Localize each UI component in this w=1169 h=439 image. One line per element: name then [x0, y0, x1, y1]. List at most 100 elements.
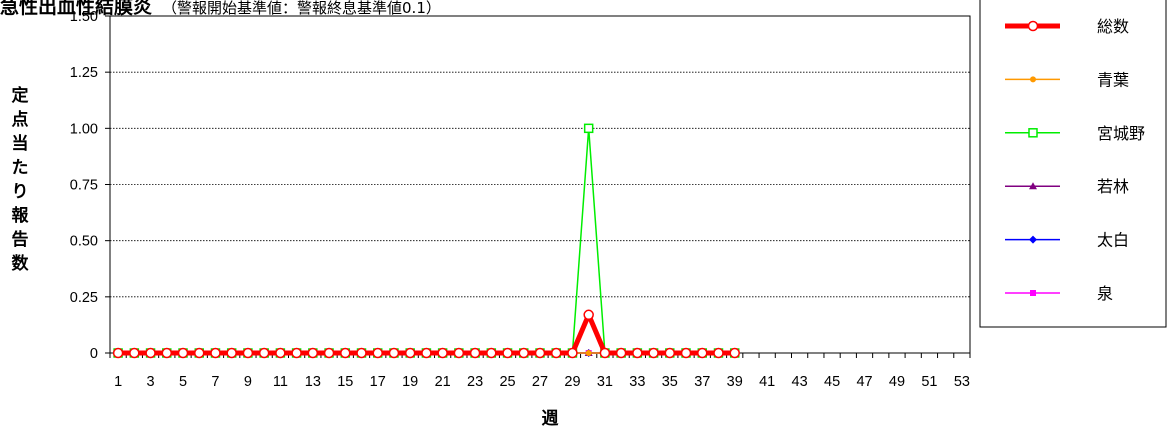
- data-point: [323, 347, 335, 359]
- legend-marker: [1029, 182, 1037, 190]
- y-axis-label: 定点当たり報告数: [11, 86, 29, 274]
- legend-item: 太白: [1005, 231, 1129, 250]
- data-point: [567, 347, 578, 359]
- y-tick-label: 1.00: [70, 121, 98, 137]
- data-point: [388, 347, 400, 359]
- x-tick-label: 53: [954, 374, 970, 390]
- legend-box: [979, 0, 1167, 328]
- legend-marker: [1027, 20, 1039, 32]
- data-point: [583, 123, 594, 134]
- x-tick-label: 7: [211, 374, 219, 390]
- legend-marker: [1030, 290, 1036, 296]
- data-point: [340, 347, 351, 359]
- x-tick-label: 13: [305, 374, 321, 390]
- data-point: [632, 347, 643, 359]
- legend-label: 若林: [1097, 177, 1129, 196]
- data-point: [648, 347, 659, 359]
- x-tick-label: 9: [244, 374, 252, 390]
- x-tick-label: 51: [921, 374, 937, 390]
- x-tick-label: 23: [467, 374, 483, 390]
- x-tick-label: 3: [147, 374, 155, 390]
- data-point: [486, 347, 497, 359]
- data-point: [437, 347, 448, 359]
- data-point: [585, 350, 592, 356]
- data-point: [161, 347, 173, 359]
- gridlines: [110, 71, 970, 298]
- x-tick-label: 45: [824, 374, 840, 390]
- data-point: [210, 347, 221, 359]
- data-point: [550, 347, 562, 359]
- x-tick-label: 43: [792, 374, 808, 390]
- legend-marker: [1028, 128, 1038, 138]
- series-group: [112, 123, 740, 359]
- data-point: [275, 347, 286, 359]
- data-point: [226, 347, 237, 359]
- data-point: [145, 347, 156, 359]
- data-point: [242, 347, 254, 359]
- legend-label: 総数: [1097, 17, 1129, 36]
- legend-label: 青葉: [1097, 70, 1129, 89]
- y-tick-label: 0.50: [70, 234, 98, 250]
- y-tick-label: 1.50: [70, 9, 98, 25]
- x-tick-label: 31: [597, 374, 613, 390]
- x-tick-label: 37: [694, 374, 710, 390]
- data-point: [680, 347, 692, 359]
- chart-title-row: 急性出血性結膜炎 （警報開始基準値：警報終息基準値0.1）: [0, 0, 441, 19]
- y-tick-label: 0.25: [70, 290, 98, 306]
- x-tick-label: 27: [532, 374, 548, 390]
- data-point: [502, 347, 513, 359]
- x-tick-label: 49: [889, 374, 905, 390]
- x-tick-label: 33: [629, 374, 645, 390]
- legend-marker: [1030, 76, 1036, 83]
- legend-item: 宮城野: [1005, 124, 1145, 143]
- chart-subtitle: （警報開始基準値：警報終息基準値0.1）: [162, 0, 441, 17]
- data-point: [518, 347, 530, 359]
- series-line: [118, 312, 735, 356]
- data-point: [404, 347, 416, 359]
- x-axis-label: 週: [541, 409, 559, 429]
- chart-title: 急性出血性結膜炎: [0, 0, 153, 18]
- x-tick-label: 47: [856, 374, 872, 390]
- data-point: [291, 347, 302, 359]
- data-point: [599, 347, 611, 359]
- legend-item: 青葉: [1005, 70, 1129, 89]
- data-point: [713, 347, 724, 359]
- data-point: [307, 347, 319, 359]
- data-point: [469, 347, 481, 359]
- x-tick-label: 39: [727, 374, 743, 390]
- legend-label: 宮城野: [1097, 124, 1145, 143]
- series-総数: [112, 309, 740, 359]
- data-point: [356, 347, 367, 359]
- x-tick-label: 19: [402, 374, 418, 390]
- data-point: [697, 347, 708, 359]
- x-tick-label: 5: [179, 374, 187, 390]
- legend-item: 泉: [1005, 284, 1113, 303]
- axes: 00.250.500.751.001.251.501 3 5 7 9 11 13 15 17 19…: [70, 9, 971, 390]
- x-tick-label: 41: [759, 374, 775, 390]
- x-tick-label: 21: [435, 374, 451, 390]
- data-point: [583, 309, 594, 321]
- data-point: [729, 347, 740, 359]
- data-point: [129, 347, 140, 359]
- data-point: [112, 347, 124, 359]
- data-point: [615, 347, 627, 359]
- x-tick-label: 29: [564, 374, 580, 390]
- y-tick-label: 1.25: [70, 65, 98, 81]
- x-tick-label: 1: [114, 374, 122, 390]
- y-tick-label: 0: [90, 346, 98, 362]
- legend-item: 若林: [1005, 177, 1129, 196]
- legend-label: 太白: [1097, 231, 1129, 250]
- data-point: [177, 347, 189, 359]
- x-tick-label: 25: [499, 374, 515, 390]
- x-tick-label: 11: [273, 374, 288, 390]
- data-point: [421, 347, 432, 359]
- data-point: [258, 347, 270, 359]
- data-point: [534, 347, 546, 359]
- data-point: [453, 347, 465, 359]
- legend-item: 総数: [1005, 17, 1129, 36]
- legend-label: 泉: [1097, 284, 1113, 303]
- x-tick-label: 17: [370, 374, 386, 390]
- data-point: [664, 347, 676, 359]
